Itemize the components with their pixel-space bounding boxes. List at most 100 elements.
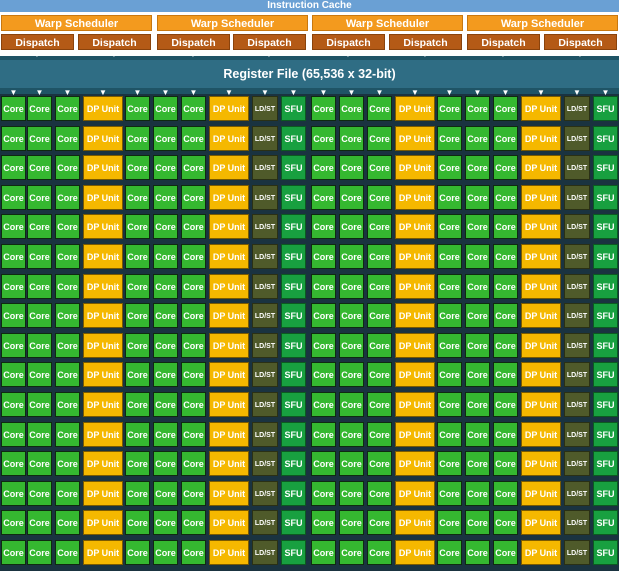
sfu-unit: SFU xyxy=(593,96,618,121)
sfu-unit: SFU xyxy=(281,126,306,151)
core-unit: Core xyxy=(339,333,364,358)
register-arrow-icon: ▼ xyxy=(9,88,18,97)
core-unit: Core xyxy=(493,481,518,506)
ld-st-unit: LD/ST xyxy=(564,510,590,535)
core-unit: Core xyxy=(493,96,518,121)
ld-st-unit: LD/ST xyxy=(564,422,590,447)
core-unit: Core xyxy=(367,540,392,565)
core-unit: Core xyxy=(465,422,490,447)
core-unit: Core xyxy=(339,274,364,299)
dp-unit: DP Unit xyxy=(209,451,249,476)
core-unit: Core xyxy=(1,451,26,476)
core-unit: Core xyxy=(367,333,392,358)
core-unit: Core xyxy=(311,126,336,151)
core-unit: Core xyxy=(465,155,490,180)
ld-st-unit: LD/ST xyxy=(564,392,590,417)
core-unit: Core xyxy=(493,274,518,299)
register-arrow-icon: ▼ xyxy=(35,88,44,97)
core-unit: Core xyxy=(437,185,462,210)
core-unit: Core xyxy=(465,510,490,535)
register-arrow-icon: ▼ xyxy=(375,88,384,97)
dp-unit: DP Unit xyxy=(83,510,123,535)
core-unit: Core xyxy=(437,303,462,328)
core-unit: Core xyxy=(465,540,490,565)
dp-unit: DP Unit xyxy=(521,333,561,358)
ld-st-unit: LD/ST xyxy=(564,155,590,180)
core-unit: Core xyxy=(437,422,462,447)
core-unit: Core xyxy=(27,303,52,328)
core-unit: Core xyxy=(311,96,336,121)
core-unit: Core xyxy=(339,303,364,328)
ld-st-unit: LD/ST xyxy=(564,362,590,387)
core-unit: Core xyxy=(181,214,206,239)
core-unit: Core xyxy=(181,422,206,447)
core-unit: Core xyxy=(55,96,80,121)
core-unit: Core xyxy=(125,510,150,535)
dp-unit: DP Unit xyxy=(395,540,435,565)
core-unit: Core xyxy=(367,126,392,151)
core-unit: Core xyxy=(493,155,518,180)
core-unit: Core xyxy=(493,510,518,535)
core-unit: Core xyxy=(27,451,52,476)
dp-unit: DP Unit xyxy=(83,214,123,239)
sfu-unit: SFU xyxy=(593,185,618,210)
dp-unit: DP Unit xyxy=(209,481,249,506)
dp-unit: DP Unit xyxy=(83,392,123,417)
core-unit: Core xyxy=(125,451,150,476)
sfu-unit: SFU xyxy=(593,510,618,535)
core-unit: Core xyxy=(125,481,150,506)
core-unit: Core xyxy=(1,96,26,121)
core-unit: Core xyxy=(153,96,178,121)
dp-unit: DP Unit xyxy=(395,244,435,269)
core-unit: Core xyxy=(437,274,462,299)
dp-unit: DP Unit xyxy=(521,422,561,447)
core-unit: Core xyxy=(367,303,392,328)
ld-st-unit: LD/ST xyxy=(252,362,278,387)
ld-st-unit: LD/ST xyxy=(252,244,278,269)
core-unit: Core xyxy=(27,392,52,417)
core-unit: Core xyxy=(181,481,206,506)
core-unit: Core xyxy=(339,451,364,476)
dp-unit: DP Unit xyxy=(209,155,249,180)
register-file: Register File (65,536 x 32-bit) xyxy=(0,60,619,88)
dp-unit: DP Unit xyxy=(521,481,561,506)
dispatch-arrow-icon: ▼ xyxy=(265,50,273,59)
dispatch-arrow-icon: ▼ xyxy=(110,50,118,59)
core-unit: Core xyxy=(1,540,26,565)
dp-unit: DP Unit xyxy=(209,244,249,269)
dp-unit: DP Unit xyxy=(209,274,249,299)
core-unit: Core xyxy=(311,362,336,387)
core-unit: Core xyxy=(367,481,392,506)
sfu-unit: SFU xyxy=(281,540,306,565)
sfu-unit: SFU xyxy=(593,333,618,358)
core-unit: Core xyxy=(311,540,336,565)
core-unit: Core xyxy=(1,303,26,328)
core-unit: Core xyxy=(339,481,364,506)
core-unit: Core xyxy=(339,362,364,387)
dp-unit: DP Unit xyxy=(209,422,249,447)
sfu-unit: SFU xyxy=(281,274,306,299)
dp-unit: DP Unit xyxy=(395,214,435,239)
sfu-unit: SFU xyxy=(281,451,306,476)
core-unit: Core xyxy=(55,362,80,387)
register-arrow-icon: ▼ xyxy=(133,88,142,97)
sfu-unit: SFU xyxy=(281,96,306,121)
core-unit: Core xyxy=(1,392,26,417)
core-unit: Core xyxy=(493,540,518,565)
warp-scheduler-2: Warp Scheduler xyxy=(157,15,308,31)
core-unit: Core xyxy=(125,126,150,151)
core-unit: Core xyxy=(339,510,364,535)
core-unit: Core xyxy=(153,274,178,299)
core-unit: Core xyxy=(311,481,336,506)
dp-unit: DP Unit xyxy=(395,303,435,328)
core-unit: Core xyxy=(1,155,26,180)
core-unit: Core xyxy=(465,333,490,358)
core-unit: Core xyxy=(311,422,336,447)
core-unit: Core xyxy=(339,185,364,210)
dp-unit: DP Unit xyxy=(521,451,561,476)
sfu-unit: SFU xyxy=(593,274,618,299)
core-unit: Core xyxy=(153,422,178,447)
ld-st-unit: LD/ST xyxy=(252,303,278,328)
core-unit: Core xyxy=(55,126,80,151)
dispatch-unit-3: Dispatch xyxy=(157,34,230,50)
